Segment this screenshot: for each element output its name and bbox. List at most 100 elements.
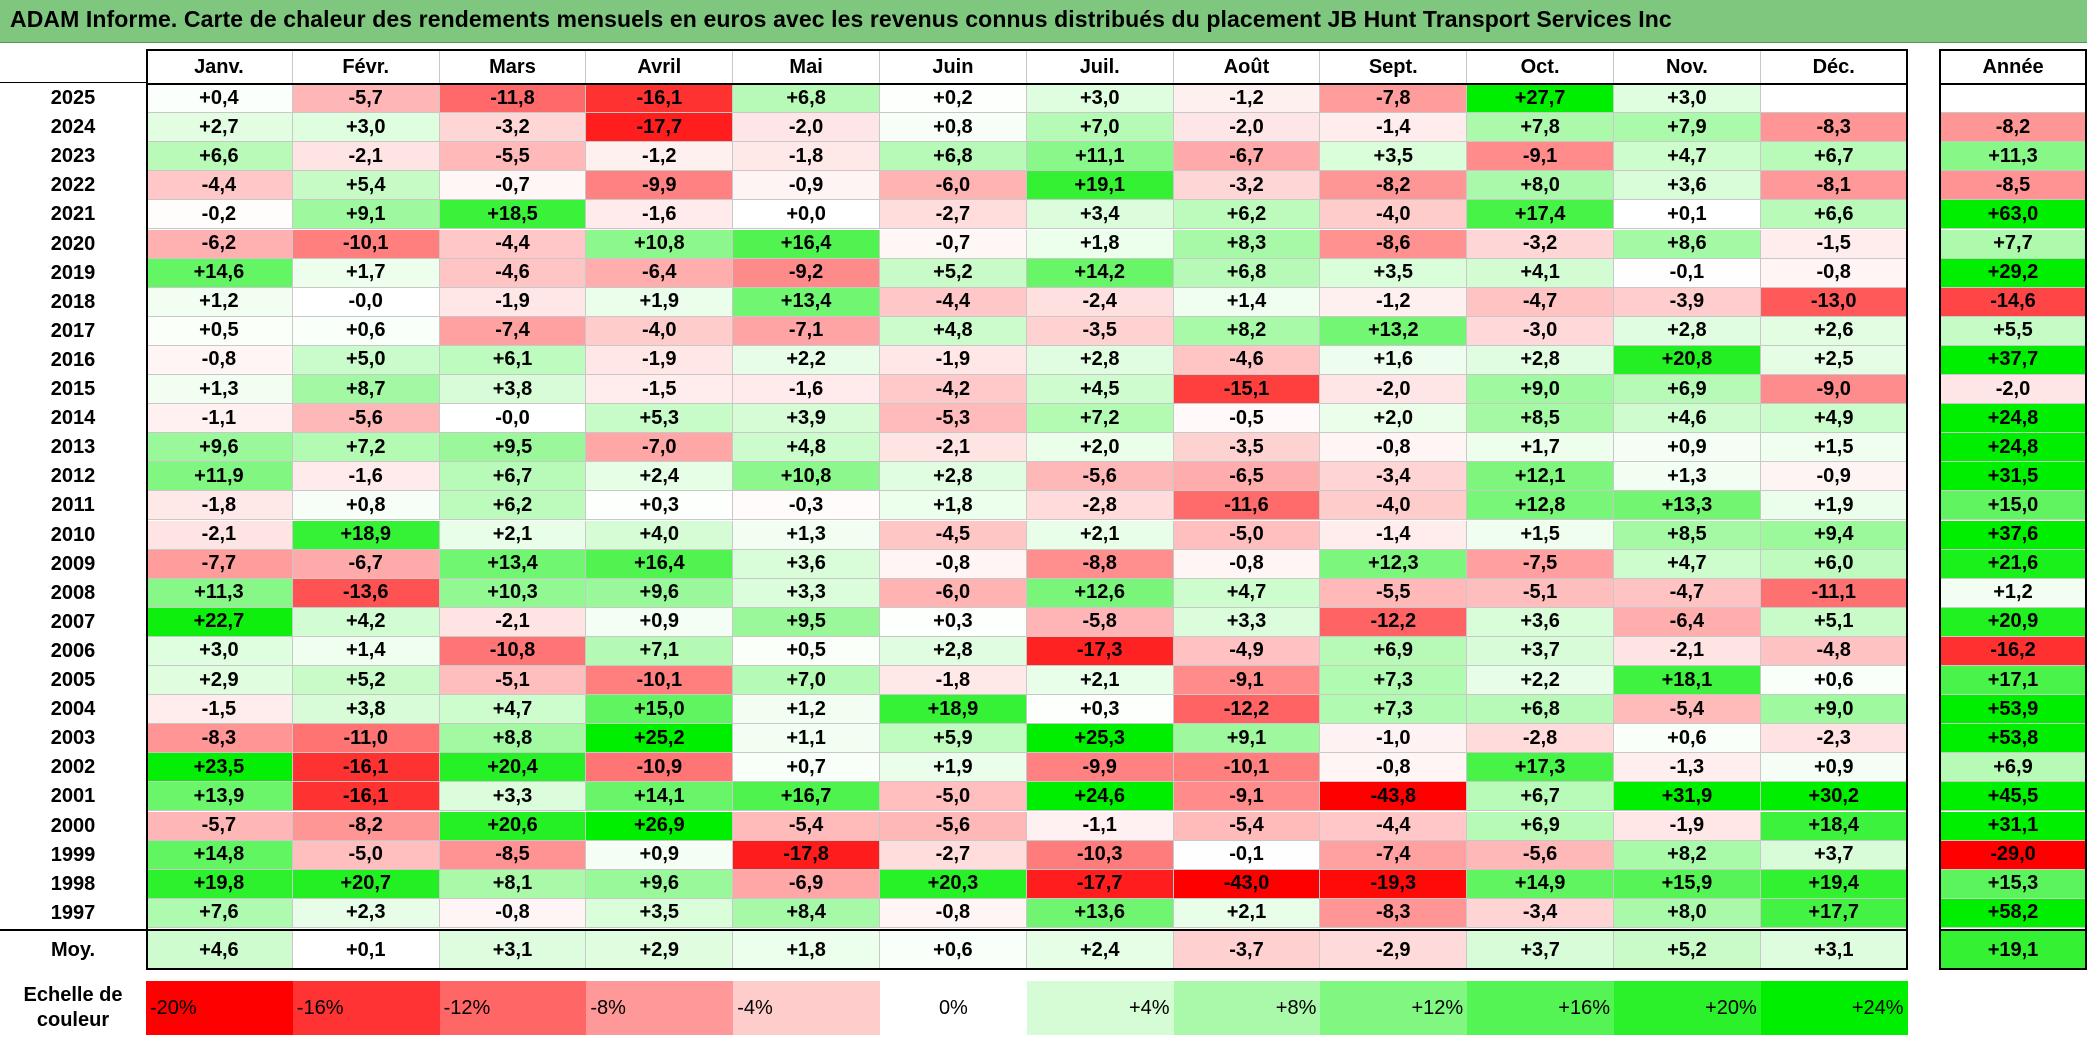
heatmap-cell: +6,2 bbox=[439, 491, 587, 521]
annual-cell: +20,9 bbox=[1939, 607, 2087, 637]
heatmap-cell: +7,0 bbox=[1026, 113, 1174, 143]
month-header: Déc. bbox=[1760, 51, 1908, 83]
average-cell: +0,1 bbox=[292, 931, 440, 969]
heatmap-cell: +18,5 bbox=[439, 200, 587, 230]
heatmap-cell: +2,0 bbox=[1320, 404, 1468, 434]
row-year-label: 2015 bbox=[0, 375, 146, 405]
heatmap-cell: -2,0 bbox=[733, 113, 880, 143]
heatmap-cell: -17,7 bbox=[1026, 869, 1174, 899]
annual-cell: -8,5 bbox=[1939, 171, 2087, 201]
average-cell: +2,9 bbox=[586, 931, 734, 969]
annual-cell: +24,8 bbox=[1939, 404, 2087, 434]
heatmap-cell: +3,4 bbox=[1026, 200, 1174, 230]
heatmap-cell: +10,8 bbox=[733, 462, 880, 492]
average-cell: +2,4 bbox=[1026, 931, 1174, 969]
heatmap-cell: +8,5 bbox=[1467, 404, 1614, 434]
heatmap-cell: +9,1 bbox=[292, 200, 440, 230]
heatmap-cell: -4,6 bbox=[439, 258, 587, 288]
heatmap-cell: -0,8 bbox=[1320, 433, 1468, 463]
heatmap-cell: +2,2 bbox=[1467, 666, 1614, 696]
average-label: Moy. bbox=[0, 931, 146, 969]
heatmap-cell: -8,2 bbox=[292, 811, 440, 841]
row-year-label: 2020 bbox=[0, 229, 146, 259]
heatmap-cell: -2,0 bbox=[1320, 375, 1468, 405]
heatmap-cell: +18,1 bbox=[1614, 666, 1761, 696]
heatmap-cell: +9,6 bbox=[146, 433, 293, 463]
heatmap-cell: +3,0 bbox=[1614, 84, 1761, 114]
heatmap-cell: -10,9 bbox=[586, 753, 734, 783]
heatmap-cell: -8,3 bbox=[1760, 113, 1908, 143]
annual-cell: +31,5 bbox=[1939, 462, 2087, 492]
annual-cell: +6,9 bbox=[1939, 753, 2087, 783]
heatmap-cell: -1,9 bbox=[880, 345, 1027, 375]
heatmap-cell: -5,6 bbox=[292, 404, 440, 434]
heatmap-cell: +5,2 bbox=[880, 258, 1027, 288]
heatmap-cell: +1,8 bbox=[880, 491, 1027, 521]
color-scale-swatch: +24% bbox=[1760, 981, 1908, 1035]
heatmap-cell: +6,8 bbox=[1467, 695, 1614, 725]
heatmap-cell: +0,9 bbox=[1760, 753, 1908, 783]
row-year-label: 2003 bbox=[0, 724, 146, 754]
heatmap-cell: -3,4 bbox=[1467, 898, 1614, 928]
heatmap-cell: +3,0 bbox=[292, 113, 440, 143]
heatmap-cell: -5,0 bbox=[292, 840, 440, 870]
heatmap-cell: +1,9 bbox=[586, 287, 734, 317]
heatmap-cell: +8,2 bbox=[1173, 316, 1321, 346]
annual-cell: +1,2 bbox=[1939, 578, 2087, 608]
heatmap-cell: +11,9 bbox=[146, 462, 293, 492]
heatmap-cell: +20,8 bbox=[1614, 345, 1761, 375]
annual-cell: -8,2 bbox=[1939, 113, 2087, 143]
heatmap-cell: -0,2 bbox=[146, 200, 293, 230]
heatmap-cell: -5,4 bbox=[733, 811, 880, 841]
heatmap-cell: +8,0 bbox=[1467, 171, 1614, 201]
heatmap-cell: +4,7 bbox=[1614, 549, 1761, 579]
row-year-label: 2012 bbox=[0, 462, 146, 492]
heatmap-cell: -3,4 bbox=[1320, 462, 1468, 492]
heatmap-cell: +3,5 bbox=[1320, 142, 1468, 172]
heatmap-cell: -9,2 bbox=[733, 258, 880, 288]
heatmap-cell: -43,8 bbox=[1320, 782, 1468, 812]
heatmap-cell: +3,6 bbox=[1467, 607, 1614, 637]
heatmap-cell: -4,0 bbox=[1320, 200, 1468, 230]
heatmap-cell: -5,1 bbox=[439, 666, 587, 696]
heatmap-cell: +1,7 bbox=[1467, 433, 1614, 463]
heatmap-cell: -4,4 bbox=[146, 171, 293, 201]
heatmap-cell: -2,7 bbox=[880, 840, 1027, 870]
heatmap-cell: +1,8 bbox=[1026, 229, 1174, 259]
annual-cell: +37,7 bbox=[1939, 345, 2087, 375]
heatmap-cell: +4,8 bbox=[733, 433, 880, 463]
row-year-label: 1997 bbox=[0, 898, 146, 928]
heatmap-cell: -2,0 bbox=[1173, 113, 1321, 143]
heatmap-cell: +31,9 bbox=[1614, 782, 1761, 812]
annual-cell: +21,6 bbox=[1939, 549, 2087, 579]
heatmap-cell: -7,7 bbox=[146, 549, 293, 579]
heatmap-cell: -2,7 bbox=[880, 200, 1027, 230]
heatmap-cell: +8,3 bbox=[1173, 229, 1321, 259]
heatmap-cell: -1,8 bbox=[880, 666, 1027, 696]
color-scale-swatch: -8% bbox=[586, 981, 734, 1035]
heatmap-cell: +16,4 bbox=[733, 229, 880, 259]
annual-cell: +15,0 bbox=[1939, 491, 2087, 521]
heatmap-cell: +14,1 bbox=[586, 782, 734, 812]
heatmap-cell: -4,5 bbox=[880, 520, 1027, 550]
heatmap-cell: +7,3 bbox=[1320, 666, 1468, 696]
heatmap-cell: -6,9 bbox=[733, 869, 880, 899]
heatmap-cell: -4,4 bbox=[439, 229, 587, 259]
heatmap-cell: +14,6 bbox=[146, 258, 293, 288]
color-scale-swatch: +20% bbox=[1614, 981, 1761, 1035]
heatmap-cell: +18,9 bbox=[880, 695, 1027, 725]
average-cell: +3,7 bbox=[1467, 931, 1614, 969]
heatmap-cell: -5,1 bbox=[1467, 578, 1614, 608]
color-scale-swatch: +4% bbox=[1026, 981, 1174, 1035]
color-scale-swatch: -12% bbox=[439, 981, 587, 1035]
heatmap-cell: +3,5 bbox=[1320, 258, 1468, 288]
annual-cell: +29,2 bbox=[1939, 258, 2087, 288]
heatmap-cell: -1,5 bbox=[146, 695, 293, 725]
heatmap-cell: -1,2 bbox=[1173, 84, 1321, 114]
heatmap-cell: -5,6 bbox=[880, 811, 1027, 841]
annual-cell: +5,5 bbox=[1939, 316, 2087, 346]
heatmap-cell: -0,7 bbox=[439, 171, 587, 201]
heatmap-cell: +9,5 bbox=[733, 607, 880, 637]
heatmap-cell: -11,6 bbox=[1173, 491, 1321, 521]
heatmap-cell: +4,7 bbox=[439, 695, 587, 725]
